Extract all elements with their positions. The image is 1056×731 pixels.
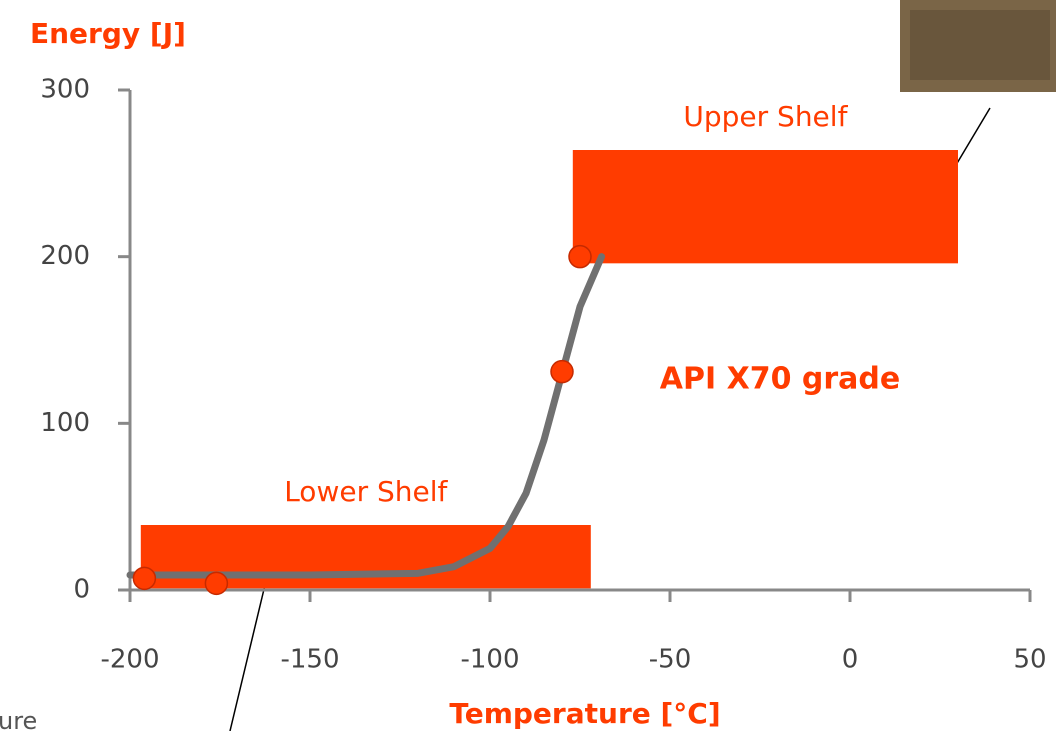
annotation: API X70 grade	[660, 362, 900, 397]
x-tick-label: -100	[460, 645, 519, 675]
shelf-label: Lower Shelf	[284, 475, 448, 508]
data-point	[133, 567, 155, 589]
y-tick-label: 0	[73, 575, 90, 605]
data-point	[205, 572, 227, 594]
shelf-label: Upper Shelf	[683, 100, 848, 133]
y-axis-label: Energy [J]	[30, 17, 186, 50]
x-tick-label: -200	[100, 645, 159, 675]
pointer-line	[230, 585, 265, 731]
x-tick-label: 0	[842, 645, 859, 675]
y-tick-label: 300	[40, 75, 90, 105]
clipped-text: ure	[0, 707, 37, 731]
y-tick-label: 200	[40, 241, 90, 271]
data-point	[551, 361, 573, 383]
y-tick-label: 100	[40, 408, 90, 438]
x-axis-label: Temperature [°C]	[449, 697, 720, 730]
data-point	[569, 246, 591, 268]
x-tick-label: -50	[649, 645, 691, 675]
photo-texture	[910, 10, 1050, 80]
chart: Energy [J] Temperature [°C] API X70 grad…	[0, 0, 1056, 731]
shelf-region	[573, 150, 958, 263]
x-tick-label: 50	[1013, 645, 1046, 675]
x-tick-label: -150	[280, 645, 339, 675]
